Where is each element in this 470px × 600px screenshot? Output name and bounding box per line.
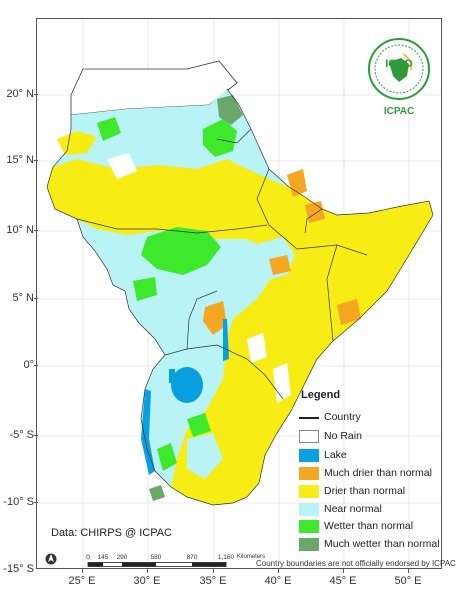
region-no-rain — [107, 153, 291, 403]
legend-swatch — [299, 449, 319, 462]
lon-tick — [278, 569, 279, 573]
legend-label: Drier than normal — [324, 485, 406, 497]
scale-label: 145 — [97, 554, 109, 561]
lon-label-50e: 50° E — [394, 575, 422, 587]
legend-swatch — [299, 520, 319, 533]
legend-label: Lake — [324, 449, 347, 461]
lon-label-30e: 30° E — [133, 575, 161, 587]
legend-label: Much drier than normal — [324, 467, 432, 479]
lon-tick — [343, 569, 344, 573]
lat-label-20n: 20° N — [6, 88, 34, 100]
region-much-drier — [203, 169, 361, 335]
country-borders — [46, 88, 434, 506]
lon-tick — [408, 569, 409, 573]
lat-label-10n: 10° N — [6, 224, 34, 236]
region-lakes — [141, 319, 229, 475]
legend-swatch — [299, 503, 319, 516]
legend-label: Country — [324, 411, 361, 423]
scale-bar-graphic — [87, 562, 227, 567]
lat-label-10s: -10° S — [3, 496, 34, 508]
country-line-swatch — [299, 417, 319, 419]
lon-label-35e: 35° E — [199, 575, 227, 587]
lon-tick — [147, 569, 148, 573]
lon-label-45e: 45° E — [329, 575, 357, 587]
scale-unit-label: Kilometers — [236, 554, 266, 560]
sudan-north-outline — [70, 60, 238, 116]
lat-tick — [34, 230, 38, 231]
region-much-wetter — [149, 95, 243, 501]
scale-label: 290 — [116, 554, 128, 561]
lon-label-25e: 25° E — [68, 575, 96, 587]
legend-swatch — [299, 430, 319, 443]
legend-swatch — [299, 538, 319, 551]
region-drier — [47, 131, 433, 505]
lat-label-5s: -5° S — [9, 429, 34, 441]
rainfall-anomaly-map — [37, 19, 441, 568]
lon-tick — [82, 569, 83, 573]
scale-label: 0 — [86, 554, 90, 561]
lat-label-15n: 15° N — [6, 154, 34, 166]
lat-label-0: 0° — [23, 359, 34, 371]
legend-label: No Rain — [324, 430, 362, 442]
data-source-label: Data: CHIRPS @ ICPAC — [51, 527, 172, 539]
disclaimer-text: Country boundaries are not officially en… — [256, 559, 456, 568]
scale-label: 870 — [186, 554, 198, 561]
lat-label-5n: 5° N — [12, 292, 34, 304]
lat-tick — [34, 94, 38, 95]
scale-bar: 0 145 290 580 870 1,160 Kilometers — [86, 554, 276, 568]
scale-label: 580 — [150, 554, 162, 561]
legend-label: Much wetter than normal — [324, 538, 440, 550]
legend-label: Near normal — [324, 503, 382, 515]
legend-title: Legend — [301, 389, 341, 401]
scale-label: 1,160 — [217, 554, 235, 561]
igad-emblem-icon — [368, 38, 430, 100]
lat-tick — [34, 502, 38, 503]
map-frame — [36, 18, 442, 569]
lat-tick — [34, 365, 38, 366]
legend-swatch — [299, 467, 319, 480]
logo-igad-text: IGAD — [385, 58, 413, 70]
north-arrow-icon — [45, 553, 57, 565]
lat-tick — [34, 298, 38, 299]
legend-label: Wetter than normal — [324, 520, 414, 532]
logo-icpac-text: ICPAC — [383, 106, 415, 117]
lon-tick — [213, 569, 214, 573]
lon-label-40e: 40° E — [264, 575, 292, 587]
lat-label-15s: -15° S — [3, 563, 34, 575]
igad-icpac-logo: IGAD ICPAC — [363, 36, 435, 122]
region-wetter — [97, 117, 237, 471]
lat-tick — [34, 435, 38, 436]
legend-swatch — [299, 485, 319, 498]
lat-tick — [34, 160, 38, 161]
